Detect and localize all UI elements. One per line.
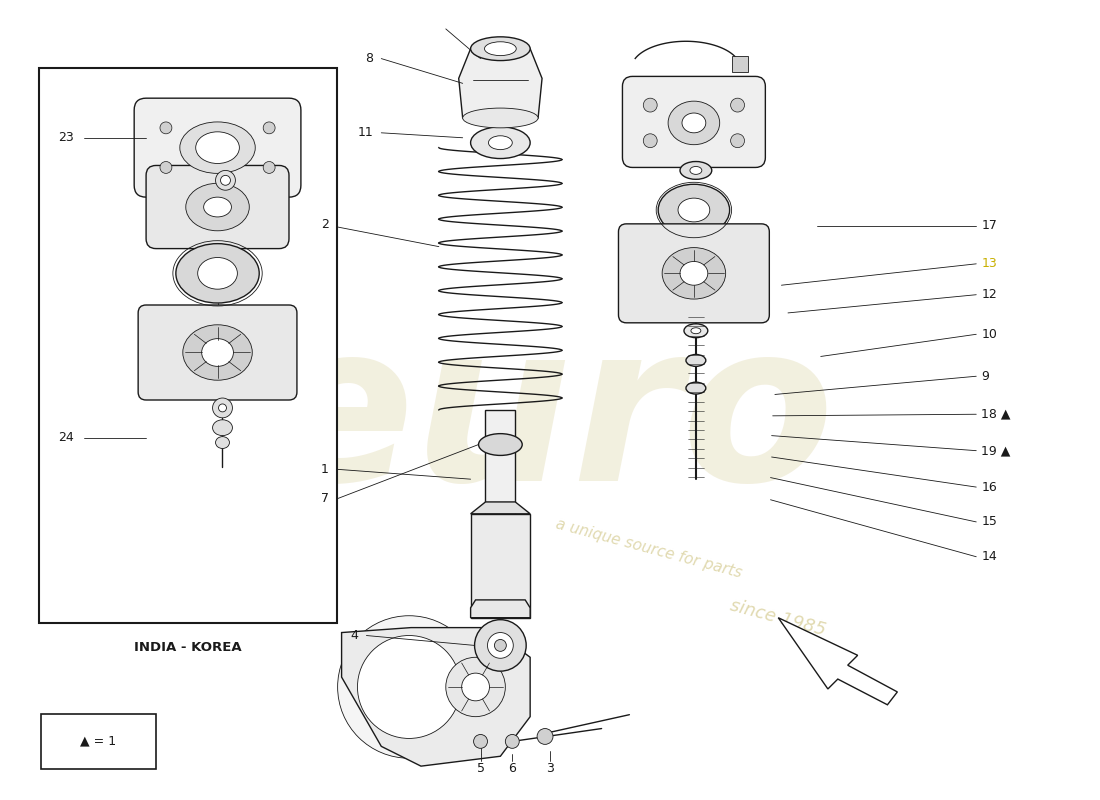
Text: 1: 1 [321,462,329,476]
Ellipse shape [474,734,487,748]
Ellipse shape [494,639,506,651]
Text: euro: euro [264,313,836,526]
Ellipse shape [446,658,505,717]
FancyBboxPatch shape [623,77,766,167]
Polygon shape [471,502,530,514]
Ellipse shape [662,248,726,299]
Text: 3: 3 [546,762,554,774]
Ellipse shape [691,328,701,334]
Text: 14: 14 [981,550,997,563]
Ellipse shape [505,734,519,748]
Ellipse shape [196,132,240,163]
Ellipse shape [478,434,522,455]
Ellipse shape [263,122,275,134]
Polygon shape [779,618,898,705]
Ellipse shape [682,113,706,133]
Ellipse shape [471,127,530,158]
Polygon shape [342,628,530,766]
Ellipse shape [668,101,719,145]
Ellipse shape [198,258,238,289]
Ellipse shape [644,134,657,148]
Ellipse shape [179,122,255,174]
Text: 16: 16 [981,481,997,494]
Ellipse shape [484,42,516,56]
Text: 19 ▲: 19 ▲ [981,444,1011,457]
Ellipse shape [160,122,172,134]
Polygon shape [459,49,542,118]
Ellipse shape [488,136,513,150]
Text: INDIA - KOREA: INDIA - KOREA [134,641,242,654]
Text: 5: 5 [476,762,484,774]
FancyBboxPatch shape [139,305,297,400]
Ellipse shape [219,404,227,412]
Ellipse shape [186,183,250,230]
Text: 15: 15 [981,515,997,529]
Ellipse shape [686,382,706,394]
Ellipse shape [678,198,710,222]
Text: 18 ▲: 18 ▲ [981,408,1011,421]
Bar [732,56,748,72]
Ellipse shape [680,162,712,179]
Ellipse shape [176,244,260,303]
Ellipse shape [690,166,702,174]
Text: 7: 7 [321,493,329,506]
Ellipse shape [730,98,745,112]
Ellipse shape [216,437,230,449]
Ellipse shape [537,729,553,744]
Text: ▲ = 1: ▲ = 1 [80,735,117,748]
FancyBboxPatch shape [134,98,301,197]
Ellipse shape [358,635,461,738]
Ellipse shape [644,98,657,112]
Ellipse shape [212,398,232,418]
Text: 9: 9 [981,370,989,382]
Bar [485,410,515,529]
Text: since 1985: since 1985 [728,596,828,639]
Ellipse shape [338,616,481,758]
Text: 10: 10 [981,328,997,341]
FancyBboxPatch shape [41,714,156,769]
Bar [471,514,530,618]
Ellipse shape [730,134,745,148]
Ellipse shape [471,37,530,61]
Text: 2: 2 [321,218,329,231]
Ellipse shape [658,184,729,236]
Bar [39,69,337,622]
Ellipse shape [212,420,232,436]
Text: 13: 13 [981,258,997,270]
FancyBboxPatch shape [146,166,289,249]
Ellipse shape [220,175,230,186]
Ellipse shape [204,197,231,217]
Text: 8: 8 [365,52,373,65]
Ellipse shape [160,162,172,174]
Text: 12: 12 [981,288,997,302]
Ellipse shape [263,162,275,174]
Text: 6: 6 [508,762,516,774]
Polygon shape [471,600,530,618]
Ellipse shape [680,262,707,286]
Text: 11: 11 [358,126,373,139]
Ellipse shape [183,325,252,380]
Text: a unique source for parts: a unique source for parts [554,516,744,581]
Ellipse shape [216,170,235,190]
Text: 23: 23 [58,131,74,144]
Text: 24: 24 [58,431,74,444]
Text: 4: 4 [351,629,359,642]
Ellipse shape [474,620,526,671]
Ellipse shape [684,324,707,338]
FancyBboxPatch shape [618,224,769,323]
Text: 17: 17 [981,219,997,232]
Ellipse shape [201,338,233,366]
Ellipse shape [463,108,538,128]
Ellipse shape [462,673,490,701]
Ellipse shape [686,354,706,366]
Ellipse shape [487,633,514,658]
